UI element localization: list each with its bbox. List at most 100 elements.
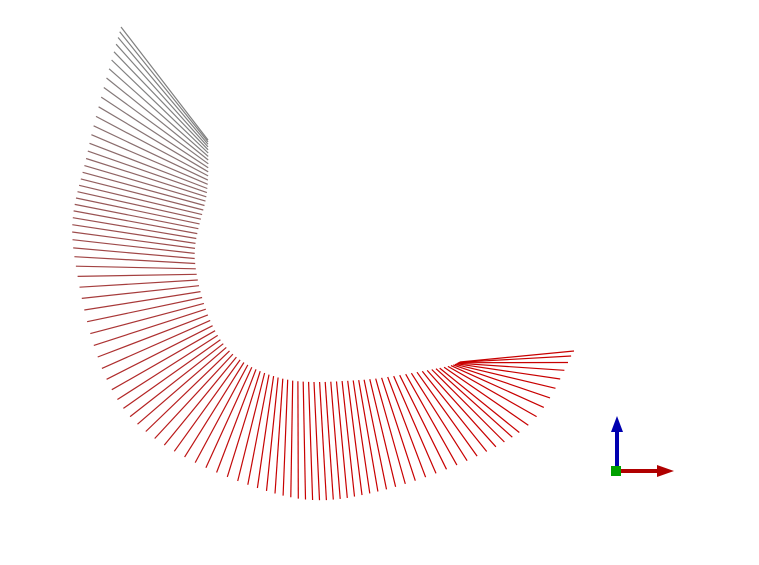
ribbon-segment xyxy=(95,115,209,177)
ribbon-segment xyxy=(72,239,195,254)
ribbon-segment xyxy=(324,381,334,500)
ribbon-segment xyxy=(439,367,520,433)
x-axis-arrow xyxy=(657,465,674,477)
ribbon-segment xyxy=(410,372,468,462)
ribbon-segment xyxy=(352,380,371,494)
ribbon-segment xyxy=(435,368,513,438)
ribbon-segment xyxy=(100,96,209,169)
ribbon-segment xyxy=(117,37,209,145)
ribbon-segment xyxy=(274,378,284,494)
ribbon-segment xyxy=(145,350,230,432)
ribbon-segment xyxy=(73,210,198,235)
ribbon-segment xyxy=(163,356,237,446)
ribbon-segment xyxy=(282,379,289,496)
ribbon-segment xyxy=(75,197,200,225)
ribbon-segment xyxy=(399,374,448,470)
ribbon-segment xyxy=(85,157,207,198)
ribbon-segment xyxy=(459,355,572,363)
ribbon-segment xyxy=(375,378,406,485)
ribbon-segment xyxy=(72,224,196,244)
ribbon-segment xyxy=(265,377,279,491)
ribbon-segment xyxy=(226,371,261,478)
ribbon-segment xyxy=(123,339,221,409)
ribbon-segment xyxy=(205,366,253,469)
ribbon-segment xyxy=(106,77,209,161)
ribbon-segment xyxy=(74,203,199,230)
ribbon-segment xyxy=(115,43,209,148)
ribbon-segment xyxy=(113,51,209,151)
ribbon-segment xyxy=(90,302,205,335)
ribbon-segment xyxy=(216,369,257,473)
ribbon-segment xyxy=(84,165,206,202)
ribbon-segment xyxy=(75,265,196,270)
ribbon-segment xyxy=(347,380,363,496)
ribbon-segment xyxy=(117,334,219,401)
ribbon-segment xyxy=(91,134,208,185)
ribbon-segment xyxy=(341,381,356,497)
ribbon-segment xyxy=(431,369,505,443)
ribbon-segment xyxy=(82,171,205,207)
ribbon-segment xyxy=(319,381,327,501)
ribbon-segment xyxy=(74,256,196,265)
ribbon-segment xyxy=(98,106,209,173)
ribbon-segment xyxy=(106,325,213,380)
ribbon-segment xyxy=(72,231,196,249)
ribbon-segment xyxy=(137,346,227,425)
ribbon-segment xyxy=(103,87,209,165)
ribbon-segment xyxy=(79,279,198,288)
y-axis-marker xyxy=(611,466,621,476)
ribbon-segment xyxy=(87,150,208,194)
ribbon-segment xyxy=(77,273,197,277)
ribbon-segment xyxy=(108,68,209,157)
ribbon-segment xyxy=(256,376,275,489)
ribbon-segment xyxy=(247,374,270,485)
ribbon-segment xyxy=(111,59,209,154)
ribbon-segment xyxy=(421,370,488,452)
ribbon-segment xyxy=(119,31,209,143)
ribbon-segment xyxy=(89,142,208,190)
ribbon-segment xyxy=(73,247,195,260)
ribbon-segment xyxy=(86,296,203,323)
ribbon-segment xyxy=(237,372,266,482)
ribbon-segment xyxy=(101,319,211,369)
ribbon-segment xyxy=(426,369,497,448)
ribbon-segment xyxy=(81,285,200,299)
orientation-axes xyxy=(611,416,674,477)
ribbon-segment xyxy=(450,365,545,408)
ribbon-segment xyxy=(459,350,575,363)
ribbon-segment xyxy=(454,363,556,389)
ribbon-segment xyxy=(194,364,249,463)
ribbon-segment xyxy=(120,26,209,141)
ribbon-segment xyxy=(369,379,397,487)
ribbon-segment xyxy=(308,381,314,501)
ribbon-segment xyxy=(387,376,427,478)
ribbon-segment xyxy=(453,364,551,399)
ribbon-segment xyxy=(381,377,416,481)
ribbon-segment xyxy=(78,184,203,216)
ribbon-segment xyxy=(393,375,437,474)
ribbon-segment xyxy=(330,381,341,499)
ribbon-segment xyxy=(154,353,234,439)
ribbon-segment xyxy=(93,308,206,346)
ribbon-segment xyxy=(184,362,245,458)
ribbon-segment xyxy=(173,359,241,452)
ribbon-segment xyxy=(313,381,321,501)
ribbon-segment xyxy=(111,330,216,391)
ribbon-segment xyxy=(457,362,565,371)
ribbon-segment xyxy=(447,365,537,418)
ribbon-segment xyxy=(80,178,204,211)
ribbon-segment xyxy=(290,380,294,498)
z-axis-arrow xyxy=(611,416,623,432)
ribbon-segment xyxy=(302,381,307,500)
ribbon-segment xyxy=(358,379,379,492)
ribbon-surface xyxy=(72,26,575,501)
ribbon-segment xyxy=(416,371,478,457)
ribbon-segment xyxy=(405,373,458,466)
ribbon-segment xyxy=(72,217,197,240)
ribbon-segment xyxy=(456,363,561,380)
ribbon-segment xyxy=(77,191,202,220)
ribbon-segment xyxy=(363,379,388,490)
